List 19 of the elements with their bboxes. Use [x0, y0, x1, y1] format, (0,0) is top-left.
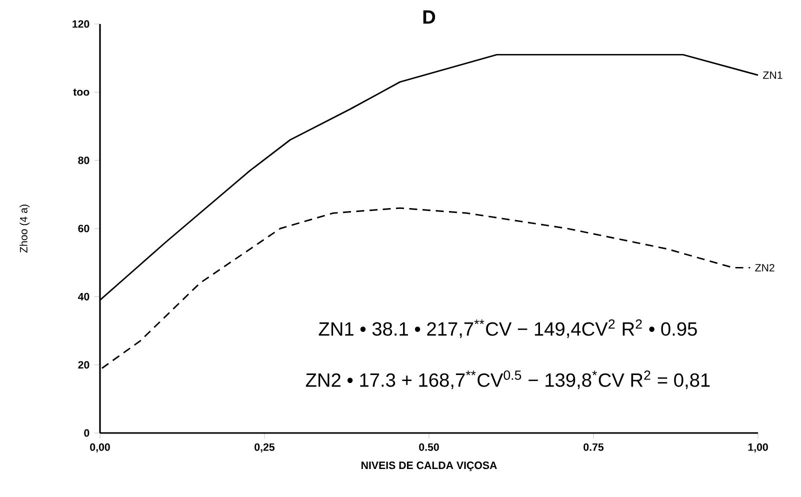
y-tick-label: 20 [78, 361, 90, 369]
y-tick-label: 0 [84, 429, 90, 437]
x-axis-title: NIVEIS DE CALDA VIÇOSA [362, 462, 497, 472]
y-tick-label: 60 [78, 224, 90, 232]
x-tick-label: 1,00 [748, 443, 768, 452]
y-tick-label: 120 [72, 20, 90, 28]
x-tick-label: 0.50 [419, 443, 439, 451]
x-tick-label: 0,25 [254, 443, 275, 452]
x-tick-label: 0,00 [90, 443, 110, 452]
y-tick-label: 80 [78, 156, 90, 164]
annotation: ZN1 • 38.1 • 217,7$^{**}$CV − 149,4CV$^{2}$ R$^{2}$ • 0.95 [318, 319, 697, 338]
chart-title: D [423, 10, 436, 24]
y-tick-label: 40 [78, 292, 90, 300]
y-tick-label: too [73, 88, 90, 96]
series-label: ZN2 [755, 264, 774, 272]
x-tick-label: 0.75 [584, 443, 604, 451]
y-axis-title: Zhoo (4 a) [20, 204, 30, 253]
series-label: ZN1 [763, 71, 782, 79]
text: ZN2 • 17.3 + 168,7$^{**}$CV$^{0.5}$ − 139,8$^{*}$CV R$^{2}$ = 0,81 [306, 370, 710, 390]
